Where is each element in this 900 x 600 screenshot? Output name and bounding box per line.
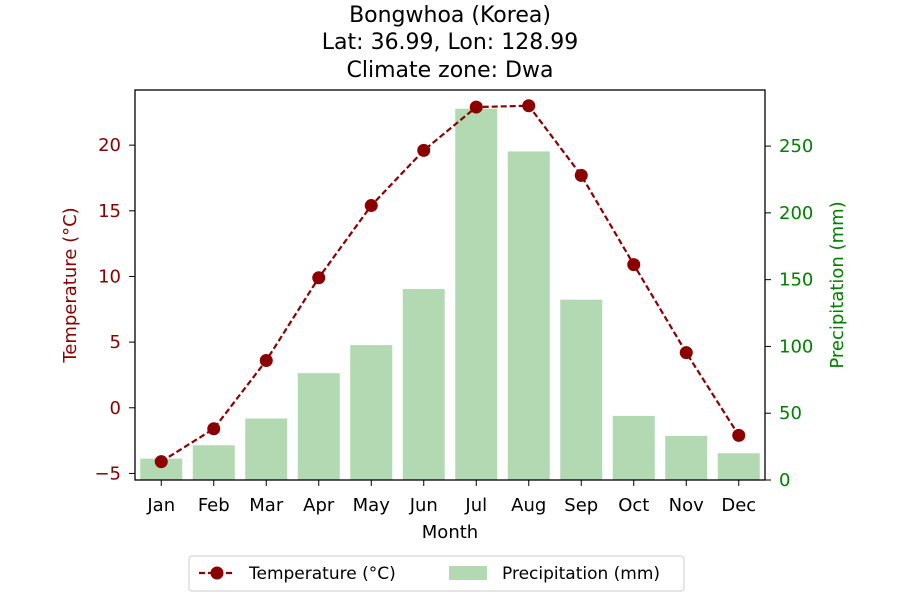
x-tick-label: Sep (564, 495, 598, 516)
x-tick-label: Mar (249, 495, 284, 516)
precipitation-bar-feb (192, 445, 235, 480)
left-y-tick-label: −5 (94, 463, 121, 484)
left-y-axis-label: Temperature (°C) (60, 207, 81, 363)
x-tick-label: Jan (146, 495, 175, 516)
precipitation-bar-sep (560, 299, 603, 480)
x-tick-label: Jul (464, 495, 487, 516)
x-tick-label: Jun (409, 495, 438, 516)
temperature-point-apr (312, 271, 326, 285)
precipitation-bar-mar (245, 418, 288, 480)
x-axis-label: Month (422, 522, 478, 543)
temperature-point-oct (627, 258, 641, 272)
temperature-line (160, 104, 740, 463)
right-y-tick-label: 0 (779, 470, 790, 491)
plot-frame (134, 89, 766, 481)
left-y-axis-ticks: −5 0 5 10 15 20 (94, 135, 135, 484)
left-y-tick-label: 20 (98, 135, 121, 156)
precipitation-bar-oct (612, 415, 655, 480)
right-y-tick-label: 200 (779, 203, 813, 224)
right-y-tick-label: 100 (779, 336, 813, 357)
temperature-point-jun (417, 143, 431, 157)
temperature-point-feb (207, 422, 221, 436)
right-y-tick-label: 50 (779, 403, 802, 424)
x-tick-label: Oct (618, 495, 649, 516)
temperature-line-group (154, 99, 746, 469)
precipitation-bar-may (350, 345, 393, 480)
left-y-tick-label: 15 (98, 201, 121, 222)
legend-precipitation-label: Precipitation (mm) (502, 564, 660, 584)
precipitation-bar-aug (507, 151, 550, 480)
legend: Temperature (°C) Precipitation (mm) (188, 555, 685, 592)
temperature-point-sep (574, 168, 588, 182)
x-tick-label: Nov (669, 495, 704, 516)
legend-temperature-marker (210, 566, 224, 580)
temperature-point-aug (522, 99, 536, 113)
temperature-point-dec (732, 428, 746, 442)
chart-title-line-2: Lat: 36.99, Lon: 128.99 (322, 30, 578, 55)
precipitation-bars (140, 108, 760, 480)
x-tick-label: Aug (511, 495, 546, 516)
temperature-point-may (364, 199, 378, 213)
legend-frame (188, 555, 685, 592)
right-y-axis-ticks: 0 50 100 150 200 250 (765, 136, 813, 491)
x-tick-label: Apr (303, 495, 335, 516)
temperature-point-jan (154, 455, 168, 469)
x-tick-label: Dec (721, 495, 756, 516)
precipitation-bar-jun (402, 289, 445, 480)
x-axis-ticks: Jan Feb Mar Apr May Jun Jul Aug Sep Oct Nov Dec (146, 480, 756, 516)
precipitation-bar-jan (140, 458, 183, 480)
left-y-tick-label: 10 (98, 266, 121, 287)
right-y-tick-label: 250 (779, 136, 813, 157)
temperature-point-jul (469, 100, 483, 114)
legend-precipitation-swatch (449, 566, 487, 580)
precipitation-bar-apr (297, 373, 340, 480)
left-y-tick-label: 5 (110, 332, 121, 353)
right-y-tick-label: 150 (779, 270, 813, 291)
temperature-point-nov (679, 346, 693, 360)
precipitation-bar-nov (665, 435, 708, 480)
x-tick-label: May (353, 495, 391, 516)
temperature-point-mar (259, 354, 273, 368)
right-y-axis-label: Precipitation (mm) (827, 201, 848, 368)
precipitation-bar-dec (717, 453, 760, 480)
x-tick-label: Feb (198, 495, 230, 516)
left-y-tick-label: 0 (110, 398, 121, 419)
precipitation-bar-jul (455, 108, 498, 480)
chart-title-line-3: Climate zone: Dwa (347, 58, 554, 83)
chart-title-line-1: Bongwhoa (Korea) (349, 3, 551, 28)
legend-temperature-label: Temperature (°C) (248, 564, 396, 584)
